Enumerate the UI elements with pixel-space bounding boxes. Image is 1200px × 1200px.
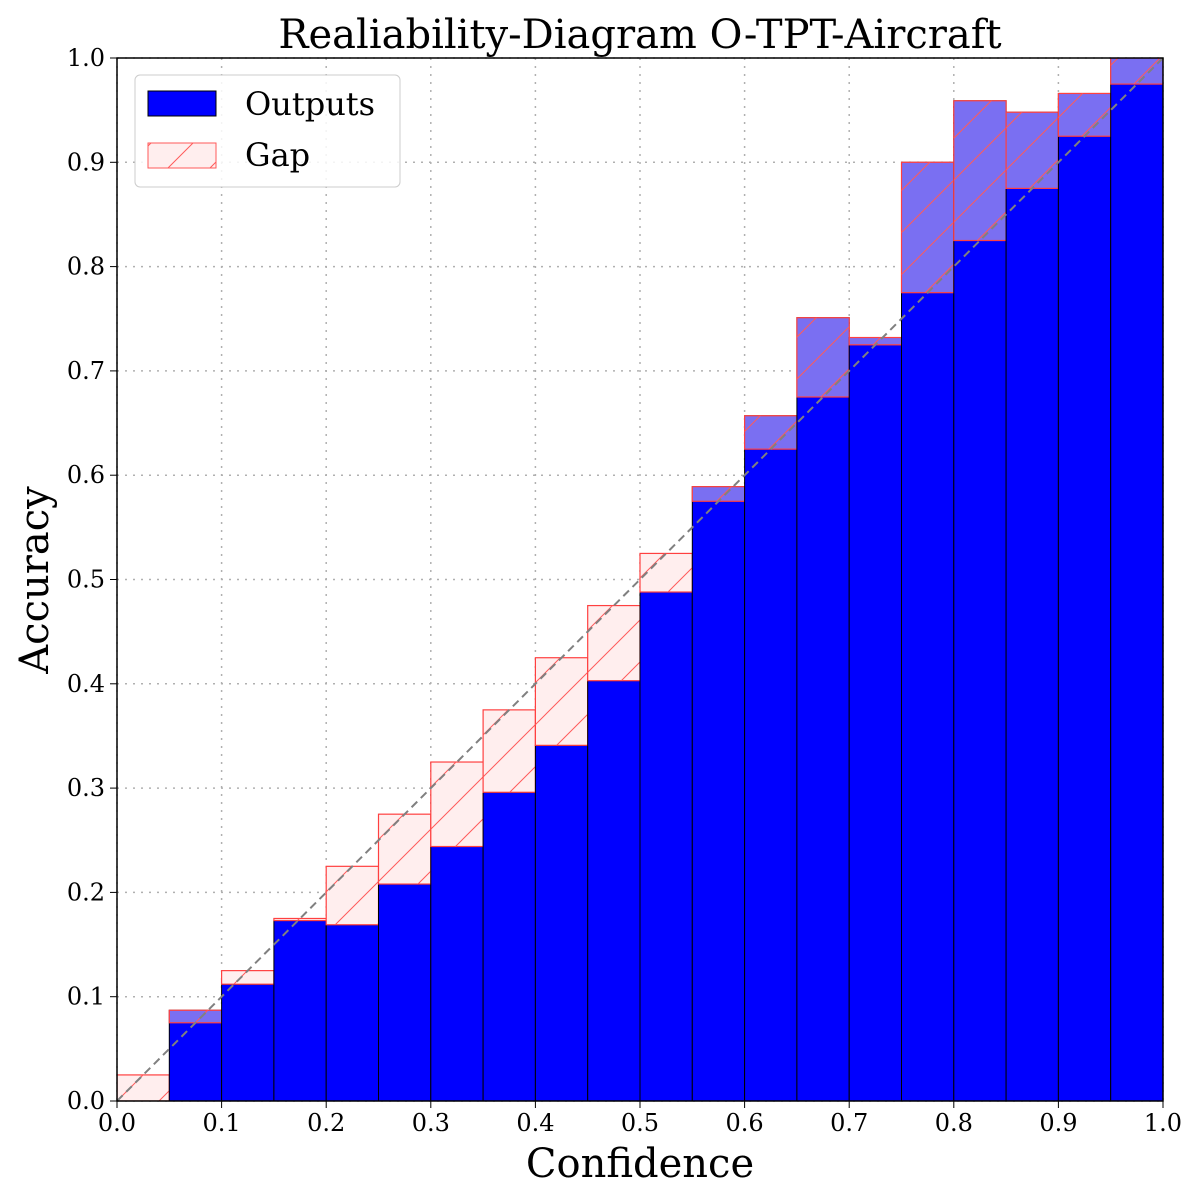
y-tick-label: 0.5 [67, 566, 105, 594]
x-tick-label: 0.6 [726, 1109, 764, 1137]
x-tick-label: 1.0 [1144, 1109, 1182, 1137]
gap-bar-hatch [221, 970, 274, 985]
ticks: 0.0 0.1 0.2 0.3 0.4 0.5 0.6 0.7 0.8 0.9 1.0 0.0 0.1 0… [67, 44, 1182, 1137]
gap-bar-hatch [117, 1074, 170, 1101]
y-tick-label: 0.0 [67, 1087, 105, 1115]
y-tick-label: 0.6 [67, 461, 105, 489]
gap-bar-hatch [692, 486, 745, 502]
gap-bar-hatch [901, 162, 954, 293]
output-bar [796, 317, 850, 1101]
gap-bar-hatch [796, 317, 850, 397]
output-bar [273, 920, 327, 1101]
output-bar [691, 486, 746, 1101]
output-bar [1005, 111, 1059, 1101]
gap-bar-hatch [535, 657, 588, 746]
output-bar [744, 415, 798, 1101]
y-tick-label: 0.1 [67, 983, 105, 1011]
y-tick-label: 1.0 [67, 44, 105, 72]
x-tick-label: 0.1 [203, 1109, 241, 1137]
output-bar [430, 846, 484, 1101]
output-bar [1057, 92, 1112, 1101]
output-bar [953, 100, 1007, 1101]
chart-title: Realiability-Diagram O-TPT-Aircraft [278, 12, 1001, 58]
legend-outputs-label: Outputs [245, 85, 375, 123]
legend-outputs-swatch [147, 90, 217, 117]
x-tick-label: 0.8 [935, 1109, 973, 1137]
x-tick-label: 0.5 [621, 1109, 659, 1137]
output-bar [534, 744, 589, 1101]
x-axis-label: Confidence [526, 1141, 754, 1187]
gap-bar-hatch [169, 1010, 222, 1023]
legend-gap-hatch [148, 143, 216, 168]
y-tick-label: 0.8 [67, 253, 105, 281]
output-bar [482, 791, 536, 1101]
output-bar [325, 924, 380, 1101]
gap-bar-hatch [1058, 93, 1111, 137]
output-bar [378, 883, 432, 1101]
gap-bar-hatch [326, 866, 379, 925]
gap-bar-hatch [378, 814, 431, 885]
y-tick-label: 0.2 [67, 878, 105, 906]
y-tick-label: 0.3 [67, 774, 105, 802]
gap-bar-hatch [640, 553, 693, 593]
gap-bar-hatch [430, 762, 484, 847]
gap-bar-hatch [744, 415, 797, 450]
legend-gap-label: Gap [245, 136, 310, 174]
gap-bar-hatch [273, 918, 327, 921]
gap-bar-hatch [587, 605, 640, 681]
y-tick-label: 0.9 [67, 148, 105, 176]
output-bar [1110, 58, 1163, 1101]
bars [117, 58, 1163, 1101]
x-tick-label: 0.4 [516, 1109, 554, 1137]
gap-bar-hatch [953, 100, 1007, 241]
gap-bar-hatch [1006, 112, 1059, 189]
gap-bar-hatch [483, 709, 536, 793]
output-bar [221, 983, 275, 1101]
gap-bar-hatch [849, 337, 902, 345]
gap-bar-hatch [1110, 58, 1163, 85]
output-bar [848, 337, 903, 1101]
y-axis-label: Accuracy [12, 486, 58, 675]
y-tick-label: 0.7 [67, 357, 105, 385]
output-bar [639, 591, 693, 1101]
output-bar [901, 161, 955, 1101]
legend: Outputs Gap [134, 74, 401, 188]
output-bar [587, 680, 641, 1101]
x-tick-label: 0.2 [307, 1109, 345, 1137]
x-tick-label: 0.9 [1039, 1109, 1077, 1137]
y-tick-label: 0.4 [67, 670, 105, 698]
x-tick-label: 0.0 [98, 1109, 136, 1137]
x-tick-label: 0.7 [830, 1109, 868, 1137]
x-tick-label: 0.3 [412, 1109, 450, 1137]
